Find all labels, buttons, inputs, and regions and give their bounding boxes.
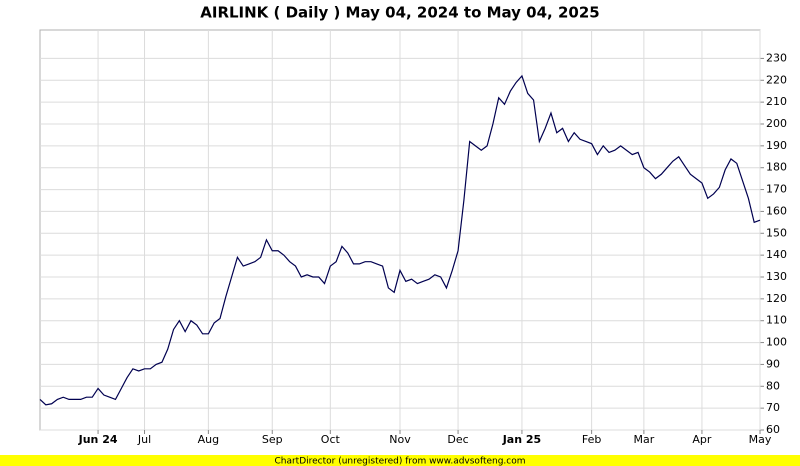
y-tick-label: 220: [766, 73, 787, 86]
x-tick-label: Mar: [633, 433, 654, 446]
y-tick-label: 170: [766, 183, 787, 196]
y-tick-label: 110: [766, 314, 787, 327]
y-tick-label: 160: [766, 204, 787, 217]
y-tick-label: 140: [766, 248, 787, 261]
y-tick-label: 100: [766, 336, 787, 349]
y-tick-label: 70: [766, 401, 780, 414]
y-tick-label: 210: [766, 95, 787, 108]
x-tick-label: Jan 25: [502, 433, 541, 446]
y-tick-label: 200: [766, 117, 787, 130]
x-tick-label: Apr: [692, 433, 712, 446]
y-tick-label: 180: [766, 161, 787, 174]
x-tick-label: Oct: [321, 433, 341, 446]
x-tick-label: Feb: [582, 433, 601, 446]
x-tick-label: Jul: [137, 433, 151, 446]
x-tick-label: May: [749, 433, 772, 446]
x-tick-label: Nov: [389, 433, 411, 446]
x-tick-label: Sep: [262, 433, 283, 446]
x-tick-label: Dec: [447, 433, 468, 446]
y-tick-label: 190: [766, 139, 787, 152]
chart-title: AIRLINK ( Daily ) May 04, 2024 to May 04…: [200, 4, 599, 22]
y-tick-label: 90: [766, 357, 780, 370]
y-tick-label: 230: [766, 51, 787, 64]
x-tick-label: Jun 24: [78, 433, 118, 446]
y-tick-label: 80: [766, 379, 780, 392]
footer: ChartDirector (unregistered) from www.ad…: [274, 457, 525, 466]
y-tick-label: 120: [766, 292, 787, 305]
footer-bar: [0, 455, 800, 466]
y-tick-label: 60: [766, 423, 780, 436]
price-line: [39, 74, 761, 406]
y-tick-label: 150: [766, 226, 787, 239]
y-tick-label: 130: [766, 270, 787, 283]
x-tick-label: Aug: [198, 433, 219, 446]
